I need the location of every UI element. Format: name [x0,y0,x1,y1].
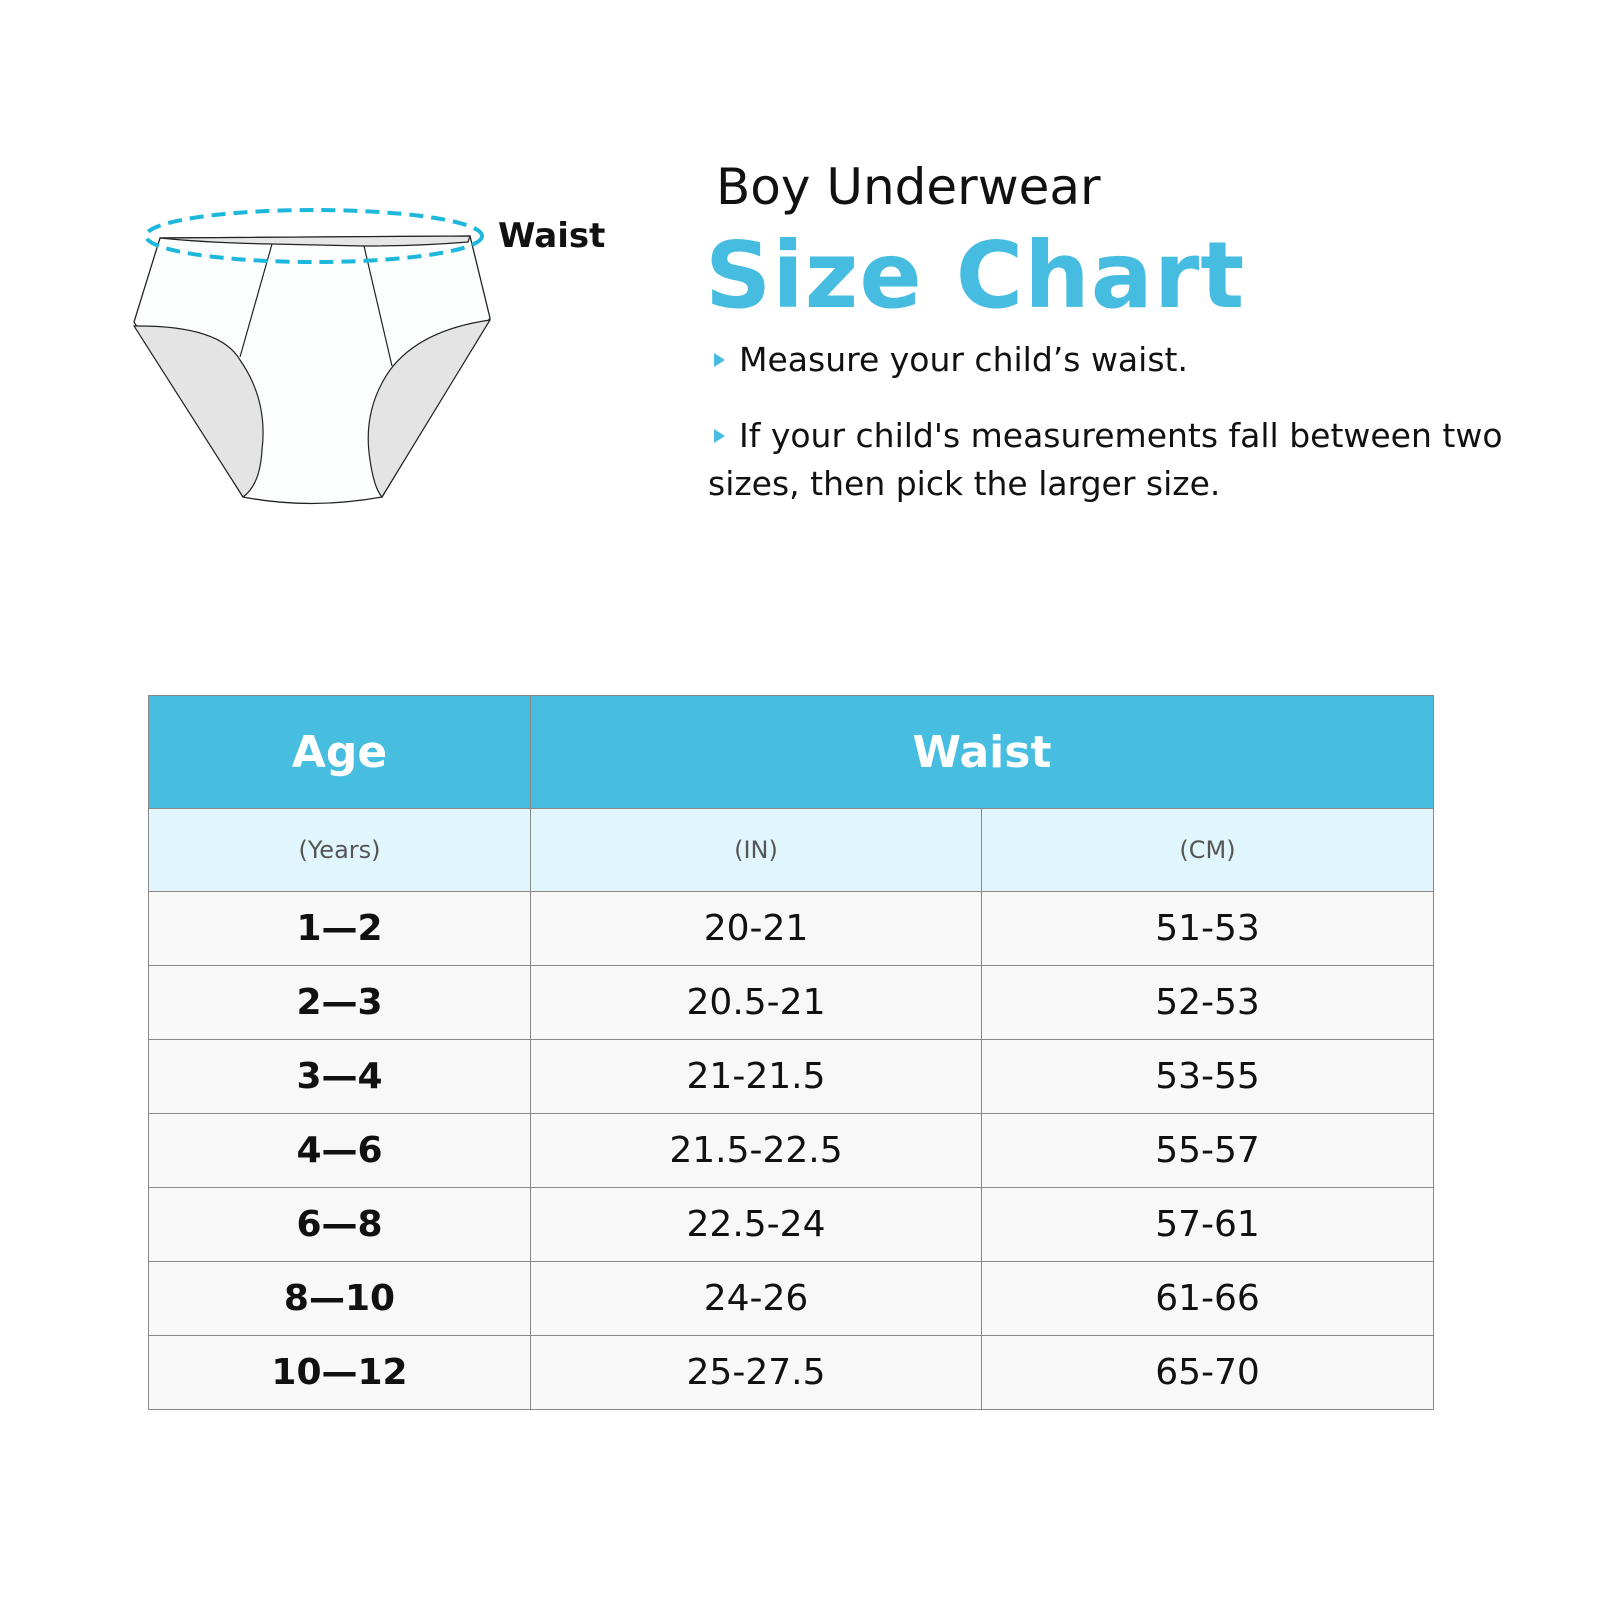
triangle-bullet-icon [714,352,725,367]
waist-in-cell: 21.5-22.5 [530,1113,982,1188]
header-waist: Waist [530,695,1434,809]
age-cell: 2—3 [148,965,531,1040]
table-row: 4—6 21.5-22.5 55-57 [148,1113,1434,1188]
waist-label: Waist [498,216,606,256]
instruction-2: If your child's measurements fall betwee… [708,412,1508,508]
age-cell: 3—4 [148,1039,531,1114]
waist-in-cell: 25-27.5 [530,1335,982,1410]
table-row: 1—2 20-21 51-53 [148,891,1434,966]
triangle-bullet-icon [714,428,725,443]
table-row: 10—12 25-27.5 65-70 [148,1335,1434,1410]
age-cell: 10—12 [148,1335,531,1410]
waist-cm-cell: 65-70 [981,1335,1434,1410]
title-size-chart: Size Chart [705,222,1246,329]
table-row: 2—3 20.5-21 52-53 [148,965,1434,1040]
waist-in-cell: 22.5-24 [530,1187,982,1262]
waist-cm-cell: 61-66 [981,1261,1434,1336]
age-cell: 4—6 [148,1113,531,1188]
table-row: 3—4 21-21.5 53-55 [148,1039,1434,1114]
waist-cm-cell: 57-61 [981,1187,1434,1262]
waist-in-cell: 20-21 [530,891,982,966]
waist-cm-cell: 55-57 [981,1113,1434,1188]
age-cell: 6—8 [148,1187,531,1262]
table-row: 8—10 24-26 61-66 [148,1261,1434,1336]
waist-in-cell: 21-21.5 [530,1039,982,1114]
instruction-text: If your child's measurements fall betwee… [708,416,1503,503]
age-cell: 1—2 [148,891,531,966]
waist-cm-cell: 51-53 [981,891,1434,966]
waist-cm-cell: 52-53 [981,965,1434,1040]
waist-measure-line [144,208,484,264]
age-cell: 8—10 [148,1261,531,1336]
size-table: Age Waist (Years) (IN) (CM) 1—2 20-21 51-5… [148,695,1434,1410]
instruction-1: Measure your child’s waist. [708,336,1508,384]
subheader-in: (IN) [530,808,982,892]
instruction-text: Measure your child’s waist. [739,340,1188,379]
table-row: 6—8 22.5-24 57-61 [148,1187,1434,1262]
subheader-years: (Years) [148,808,531,892]
title-product: Boy Underwear [716,158,1101,216]
waist-in-cell: 24-26 [530,1261,982,1336]
waist-in-cell: 20.5-21 [530,965,982,1040]
underwear-illustration [132,208,492,505]
subheader-cm: (CM) [981,808,1434,892]
header-age: Age [148,695,531,809]
waist-cm-cell: 53-55 [981,1039,1434,1114]
